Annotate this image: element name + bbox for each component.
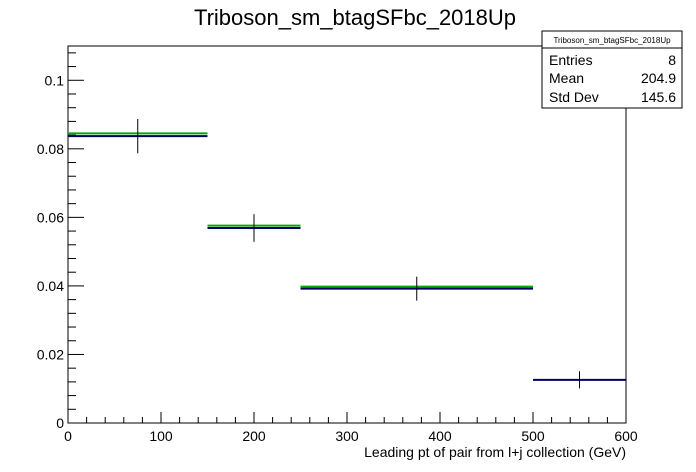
y-tick-label: 0.04 [37, 278, 64, 294]
y-tick-label: 0.02 [37, 346, 64, 362]
x-tick-label: 400 [428, 428, 452, 444]
stats-value-stddev: 145.6 [641, 89, 676, 105]
y-tick-label: 0 [56, 415, 64, 431]
y-tick-label: 0.08 [37, 141, 64, 157]
stats-label-mean: Mean [549, 70, 584, 86]
x-tick-label: 500 [521, 428, 545, 444]
x-tick-label: 300 [335, 428, 359, 444]
chart-title: Triboson_sm_btagSFbc_2018Up [194, 5, 516, 30]
x-tick-label: 0 [64, 428, 72, 444]
x-tick-label: 200 [242, 428, 266, 444]
stats-value-entries: 8 [668, 52, 676, 68]
stats-box-frame [541, 30, 683, 109]
axis-ticks: 0 100 200 300 400 500 600 0 0.02 0.04 0.06 0.08 0.1 [37, 52, 638, 444]
stats-value-mean: 204.9 [641, 70, 676, 86]
histogram-bins [68, 119, 626, 389]
stats-box: Triboson_sm_btagSFbc_2018Up Entries 8 Me… [541, 30, 683, 109]
stats-label-entries: Entries [549, 52, 593, 68]
x-axis-label: Leading pt of pair from l+j collection (… [364, 444, 626, 460]
stats-title: Triboson_sm_btagSFbc_2018Up [553, 36, 671, 45]
y-tick-label: 0.1 [45, 72, 65, 88]
x-tick-label: 100 [149, 428, 173, 444]
x-tick-label: 600 [614, 428, 638, 444]
y-tick-label: 0.06 [37, 209, 64, 225]
stats-label-stddev: Std Dev [549, 89, 599, 105]
